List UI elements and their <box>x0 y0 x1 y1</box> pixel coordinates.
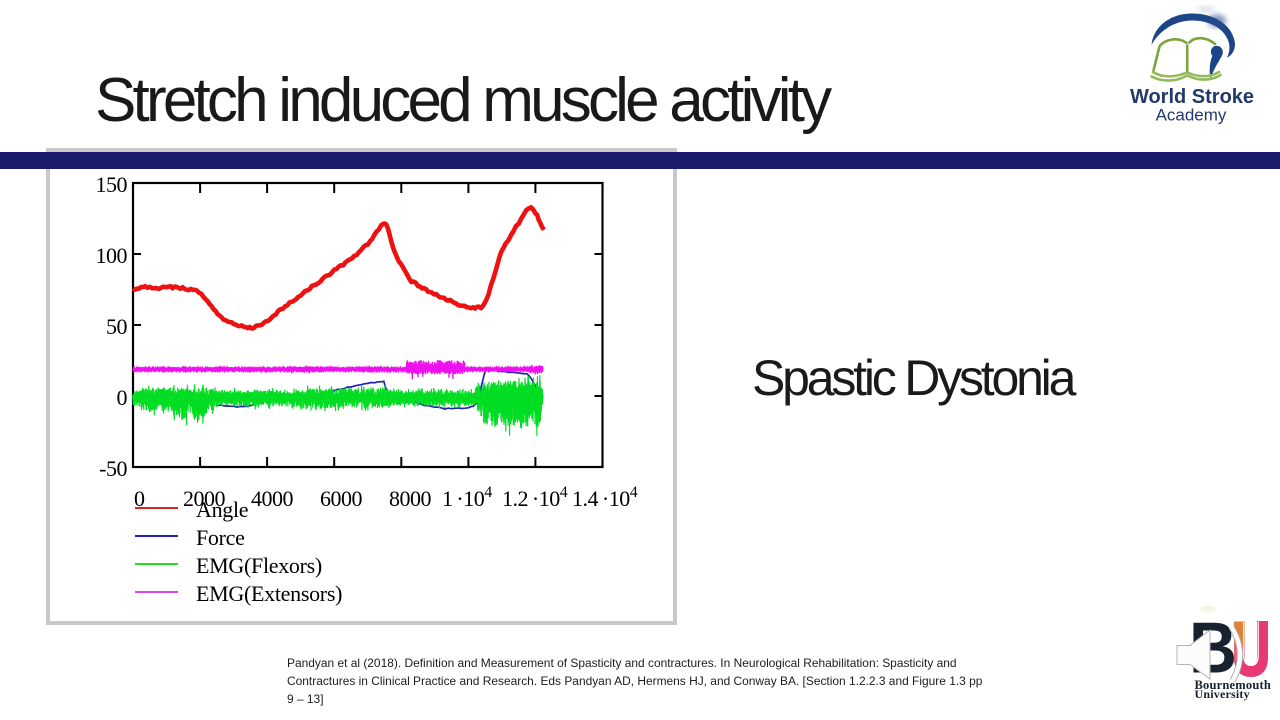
svg-text:1.2 ·104: 1.2 ·104 <box>502 484 568 511</box>
svg-text:1 ·104: 1 ·104 <box>442 484 492 511</box>
svg-text:100: 100 <box>96 243 128 268</box>
svg-text:0: 0 <box>134 486 145 511</box>
svg-text:-50: -50 <box>99 456 127 481</box>
svg-text:Bournemouth: Bournemouth <box>1195 678 1272 692</box>
svg-text:4000: 4000 <box>251 486 294 511</box>
svg-text:1.4 ·104: 1.4 ·104 <box>572 484 638 511</box>
svg-text:50: 50 <box>106 314 128 339</box>
svg-text:Angle: Angle <box>196 497 248 522</box>
svg-text:2000: 2000 <box>183 486 226 511</box>
svg-text:Force: Force <box>196 525 245 550</box>
svg-text:0: 0 <box>117 385 128 410</box>
svg-text:EMG(Flexors): EMG(Flexors) <box>196 553 322 578</box>
svg-text:World Stroke: World Stroke <box>1130 86 1254 108</box>
svg-text:University: University <box>1195 687 1250 701</box>
svg-text:150: 150 <box>96 172 128 197</box>
svg-text:EMG(Extensors): EMG(Extensors) <box>196 581 342 606</box>
svg-text:Academy: Academy <box>1156 106 1227 125</box>
svg-text:8000: 8000 <box>389 486 432 511</box>
svg-text:6000: 6000 <box>320 486 363 511</box>
